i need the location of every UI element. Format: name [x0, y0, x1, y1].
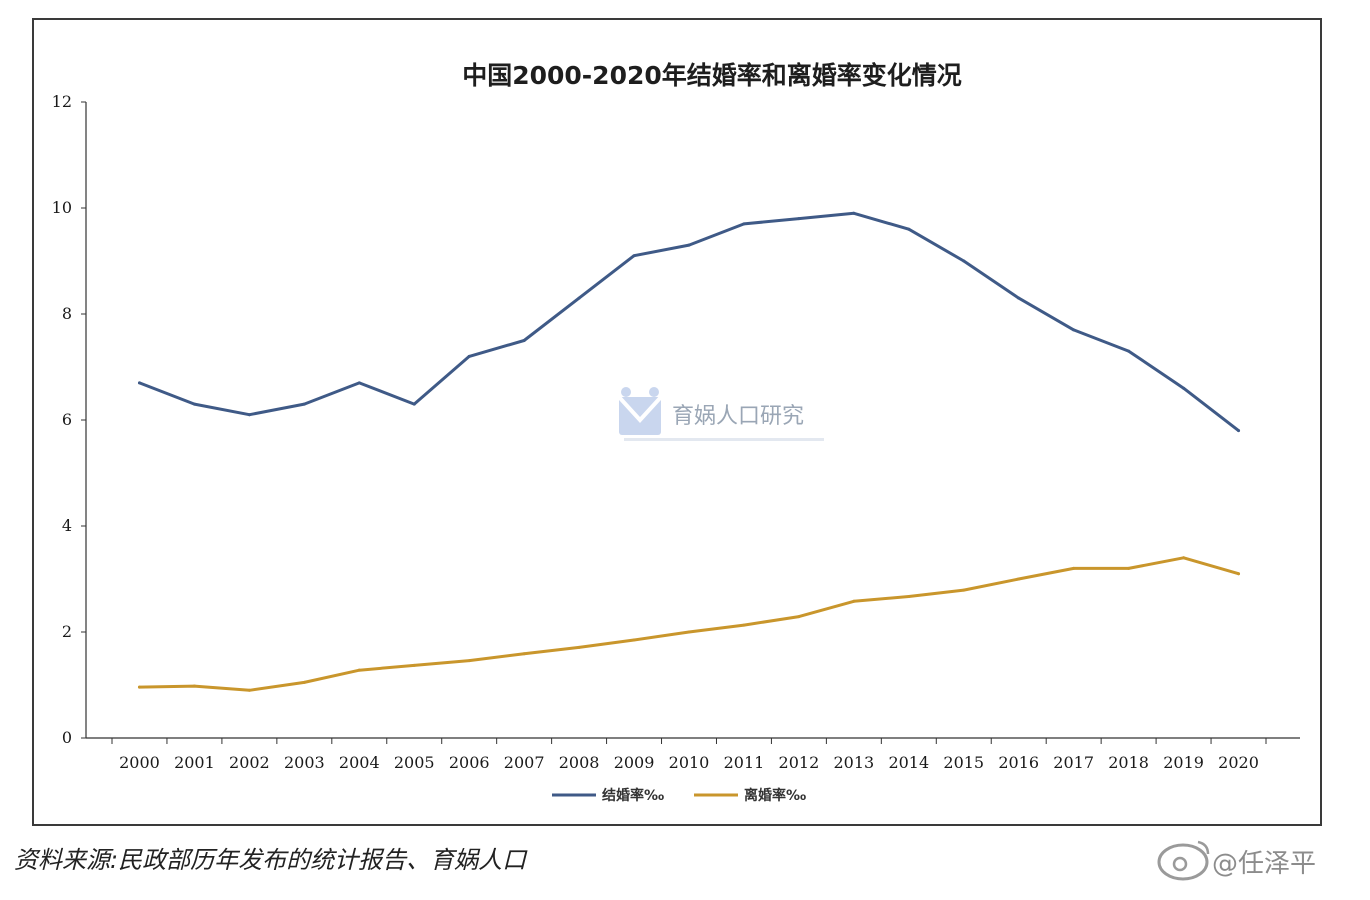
series-1-point: [1127, 349, 1131, 353]
x-axis-ticks: 2000 2001 2002 2003 2004 2005 2006 2007 2008 2009…: [111, 738, 1267, 772]
legend-label-1: 结婚率‰: [602, 787, 664, 804]
series-2-point: [1017, 577, 1021, 581]
x-tick-label: 2014: [888, 753, 929, 772]
watermark-underline: [624, 438, 824, 441]
series-1-point: [1237, 429, 1241, 433]
series-2-point: [1182, 556, 1186, 560]
x-tick-label: 2020: [1218, 753, 1259, 772]
chart-title: 中国2000-2020年结婚率和离婚率变化情况: [462, 61, 962, 90]
watermark-logo-icon: [617, 387, 663, 435]
chart-frame: 中国2000-2020年结婚率和离婚率变化情况 育娲人口研究 0 2 4 6 8 10 12…: [32, 18, 1322, 826]
x-tick-label: 2008: [559, 753, 600, 772]
x-tick-label: 2019: [1163, 753, 1204, 772]
series-2-point: [852, 599, 856, 603]
y-tick-label: 12: [52, 92, 72, 111]
series-2-point: [1237, 572, 1241, 576]
x-tick-label: 2018: [1108, 753, 1149, 772]
weibo-icon: [1157, 840, 1210, 881]
legend: 结婚率‰ 离婚率‰: [552, 787, 806, 804]
series-2-point: [137, 685, 141, 689]
x-tick-label: 2013: [833, 753, 874, 772]
series-1-point: [1072, 328, 1076, 332]
series-2-point: [467, 659, 471, 663]
series-2-point: [687, 630, 691, 634]
series-2-point: [577, 645, 581, 649]
series-2-point: [192, 684, 196, 688]
x-tick-label: 2015: [943, 753, 984, 772]
x-tick-label: 2010: [669, 753, 710, 772]
series-1-point: [357, 381, 361, 385]
series-1-point: [577, 296, 581, 300]
watermark: 育娲人口研究: [617, 387, 824, 441]
x-tick-label: 2017: [1053, 753, 1094, 772]
watermark-text: 育娲人口研究: [672, 404, 804, 429]
y-tick-label: 6: [62, 410, 72, 429]
y-tick-label: 2: [62, 622, 72, 641]
series-2-point: [907, 594, 911, 598]
line-chart: 中国2000-2020年结婚率和离婚率变化情况 育娲人口研究 0 2 4 6 8 10 12…: [52, 61, 1300, 804]
source-note: 资料来源:民政部历年发布的统计报告、育娲人口: [14, 846, 528, 874]
series-1-point: [852, 211, 856, 215]
series-1-point: [247, 413, 251, 417]
y-axis-ticks: 0 2 4 6 8 10 12: [52, 92, 86, 747]
series-2-point: [522, 652, 526, 656]
series-2-point: [247, 688, 251, 692]
weibo-handle: @任泽平: [1212, 849, 1316, 879]
series-1-point: [192, 402, 196, 406]
series-1-point: [687, 243, 691, 247]
y-tick-label: 8: [62, 304, 72, 323]
x-tick-label: 2011: [724, 753, 765, 772]
series-1-point: [742, 222, 746, 226]
x-tick-label: 2000: [119, 753, 160, 772]
x-tick-label: 2009: [614, 753, 655, 772]
x-tick-label: 2016: [998, 753, 1039, 772]
series-1-point: [302, 402, 306, 406]
series-2-point: [1127, 566, 1131, 570]
x-tick-label: 2007: [504, 753, 545, 772]
x-tick-label: 2012: [779, 753, 820, 772]
series-1-point: [467, 354, 471, 358]
y-tick-label: 0: [62, 728, 72, 747]
series-line-2: [138, 556, 1240, 692]
x-tick-label: 2005: [394, 753, 435, 772]
series-2-point: [962, 588, 966, 592]
x-tick-label: 2003: [284, 753, 325, 772]
series-group: [137, 211, 1241, 692]
x-tick-label: 2006: [449, 753, 490, 772]
y-tick-label: 4: [62, 516, 72, 535]
series-2-point: [797, 615, 801, 619]
x-tick-label: 2004: [339, 753, 380, 772]
series-1-point: [962, 259, 966, 263]
series-2-point: [1072, 566, 1076, 570]
series-2-point: [632, 638, 636, 642]
y-tick-label: 10: [52, 198, 72, 217]
series-1-point: [137, 381, 141, 385]
x-tick-label: 2001: [174, 753, 215, 772]
legend-label-2: 离婚率‰: [744, 787, 806, 804]
series-1-point: [1017, 296, 1021, 300]
series-1-point: [907, 227, 911, 231]
series-1-point: [632, 254, 636, 258]
x-tick-label: 2002: [229, 753, 270, 772]
series-2-point: [412, 663, 416, 667]
series-1-point: [522, 339, 526, 342]
series-2-point: [357, 668, 361, 672]
series-1-point: [797, 217, 801, 221]
series-1-point: [412, 402, 416, 406]
series-2-point: [302, 680, 306, 684]
series-2-point: [742, 623, 746, 627]
series-1-point: [1182, 386, 1186, 390]
